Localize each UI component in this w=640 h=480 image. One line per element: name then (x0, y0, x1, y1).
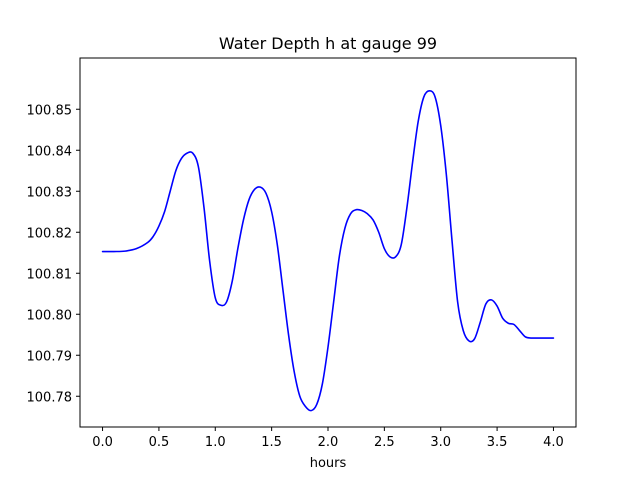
x-axis-label: hours (310, 456, 347, 471)
y-tick-label: 100.85 (27, 103, 73, 118)
y-tick-label: 100.83 (27, 185, 73, 200)
y-axis: 100.78 100.79 100.80 100.81 100.82 100.83 100.… (27, 103, 80, 405)
x-tick-label: 2.0 (318, 435, 339, 450)
chart-title: Water Depth h at gauge 99 (219, 34, 437, 53)
x-tick-label: 0.0 (92, 435, 113, 450)
y-tick-label: 100.80 (27, 308, 73, 323)
y-tick-label: 100.79 (27, 349, 73, 364)
x-axis: 0.0 0.5 1.0 1.5 2.0 2.5 3.0 3.5 4.0 (92, 427, 564, 450)
x-tick-label: 1.0 (205, 435, 226, 450)
series-line (101, 90, 555, 412)
y-tick-label: 100.81 (27, 267, 73, 282)
x-tick-label: 3.5 (487, 435, 508, 450)
plot-area (101, 90, 555, 412)
x-tick-label: 4.0 (543, 435, 564, 450)
x-tick-label: 2.5 (374, 435, 395, 450)
y-tick-label: 100.78 (27, 390, 73, 405)
plot-frame (79, 57, 577, 428)
x-tick-label: 0.5 (149, 435, 170, 450)
y-tick-label: 100.82 (27, 226, 73, 241)
x-tick-label: 3.0 (430, 435, 451, 450)
y-tick-label: 100.84 (27, 144, 73, 159)
x-tick-label: 1.5 (261, 435, 282, 450)
